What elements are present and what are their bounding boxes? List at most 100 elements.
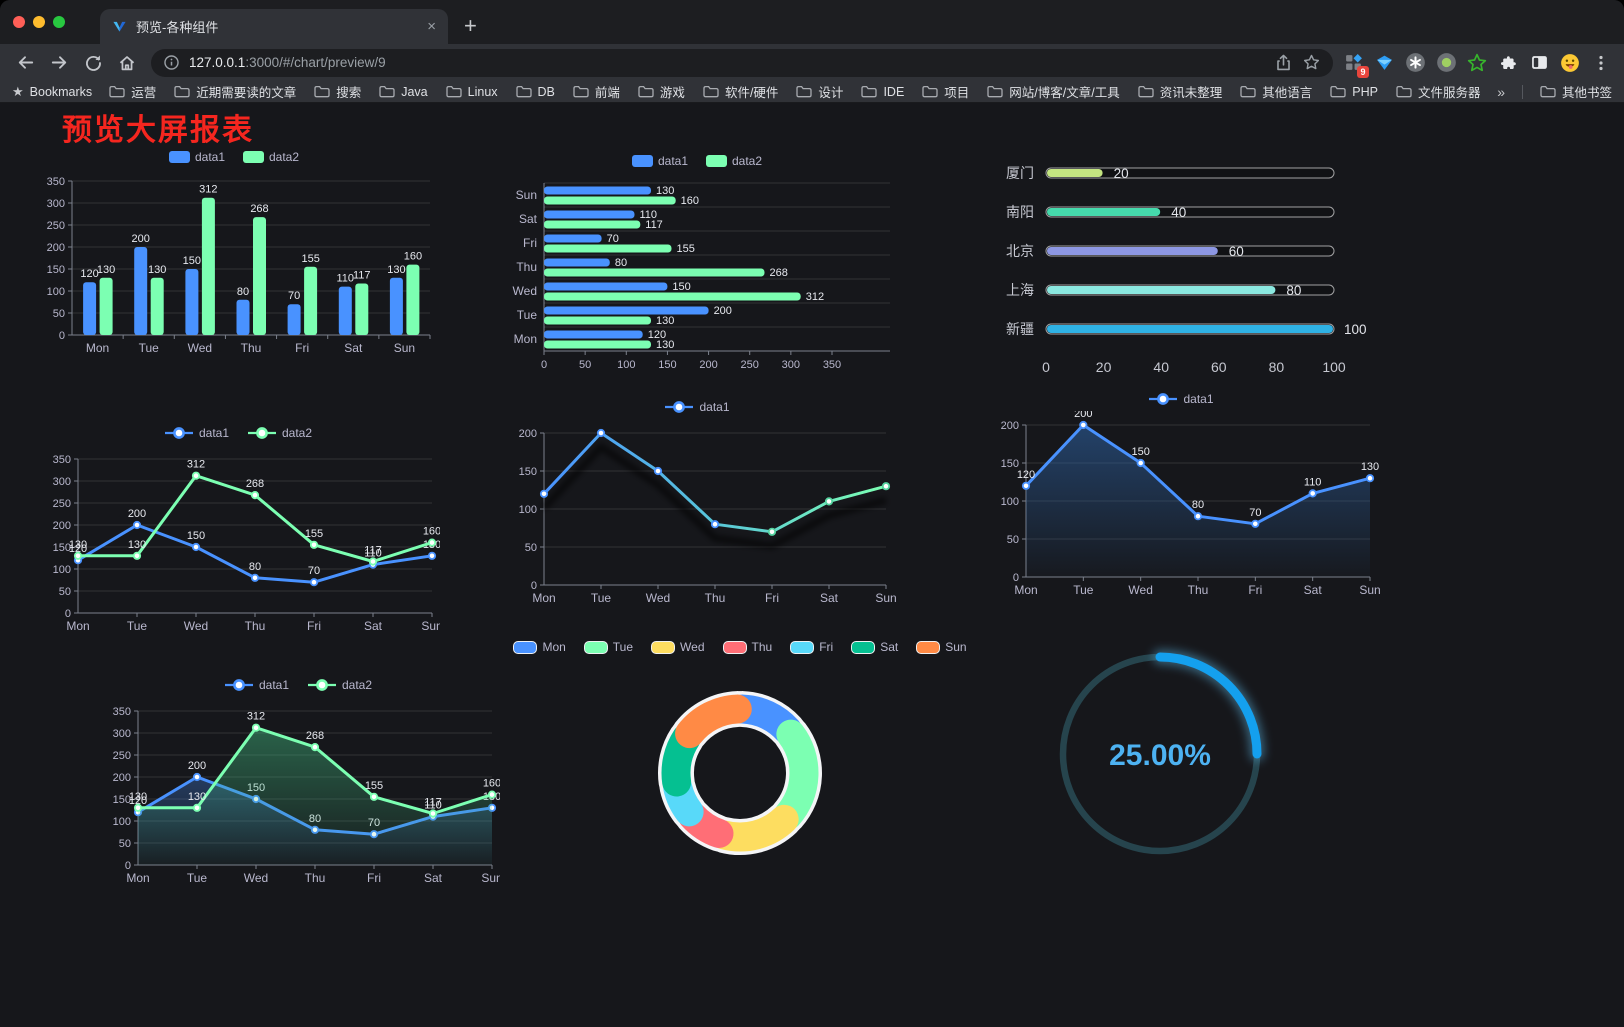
chart-text: 0: [65, 608, 71, 620]
chart-text: 厦门: [1006, 165, 1034, 181]
other-bookmarks-label: 其他书签: [1561, 86, 1612, 100]
extension-blocks-icon[interactable]: 9: [1341, 51, 1369, 78]
fullscreen-window-button[interactable]: [53, 16, 65, 28]
bookmark-folder-list: 运营 近期需要读的文章 搜索 Java Linux DB 前端 游戏 软件/硬件 设计 IDE 项目 网…: [109, 82, 1480, 101]
legend-item-data1[interactable]: data1: [1148, 392, 1214, 406]
chart-text: 60: [1211, 359, 1227, 375]
chart-text: 120: [69, 543, 87, 555]
legend-label: Tue: [612, 640, 634, 654]
chart-text: Mon: [66, 619, 89, 633]
emoji-extension-icon[interactable]: [1558, 51, 1582, 75]
chart-text: 70: [288, 290, 300, 302]
chart-text: Sat: [364, 619, 383, 633]
chart-text: Tue: [187, 871, 208, 885]
close-window-button[interactable]: [13, 16, 25, 28]
forward-button[interactable]: [43, 48, 75, 78]
legend-marker-icon: [224, 679, 253, 691]
chart-text: 40: [1171, 205, 1186, 220]
chart-text: 160: [681, 195, 699, 207]
bookmark-label: 运营: [131, 86, 157, 100]
legend-item-data1[interactable]: data1: [164, 426, 229, 440]
chart-text: Sun: [516, 188, 537, 202]
bookmark-item[interactable]: 其他语言: [1240, 82, 1312, 101]
chart-text: 0: [1042, 359, 1050, 375]
minimize-window-button[interactable]: [33, 16, 45, 28]
chart-legend: data1 data2: [164, 421, 312, 445]
legend-item-data2[interactable]: data2: [243, 150, 299, 164]
legend-item-Sat[interactable]: Sat: [851, 640, 898, 654]
extension-record-icon[interactable]: [1434, 51, 1458, 75]
bookmark-item[interactable]: 项目: [922, 82, 969, 101]
bookmark-item[interactable]: 前端: [573, 82, 620, 101]
address-bar[interactable]: 127.0.0.1:3000/#/chart/preview/9: [151, 48, 1333, 77]
legend-item-data2[interactable]: data2: [706, 154, 762, 168]
bookmark-item[interactable]: IDE: [861, 82, 904, 101]
bookmark-item[interactable]: Linux: [445, 82, 498, 101]
bookmark-star-icon[interactable]: [1302, 53, 1321, 72]
legend-item-data1[interactable]: data1: [664, 400, 730, 414]
extensions-puzzle-icon[interactable]: [1496, 51, 1520, 75]
legend-marker-icon: [308, 679, 336, 691]
bookmark-item[interactable]: 软件/硬件: [703, 82, 778, 101]
chart-text: 150: [519, 466, 537, 478]
chart-text: 110: [364, 548, 382, 560]
home-button[interactable]: [111, 48, 143, 78]
side-panel-icon[interactable]: [1527, 51, 1551, 75]
tab-close-icon[interactable]: ×: [427, 18, 436, 35]
browser-tab[interactable]: 预览-各种组件 ×: [100, 9, 448, 44]
bookmark-item[interactable]: 网站/博客/文章/工具: [987, 82, 1120, 101]
extension-gem-icon[interactable]: [1372, 51, 1396, 75]
legend-label: data2: [732, 154, 763, 168]
other-bookmarks-item[interactable]: 其他书签: [1540, 82, 1612, 101]
bookmark-item[interactable]: 搜索: [314, 82, 361, 101]
legend-item-Wed[interactable]: Wed: [651, 640, 705, 654]
bookmark-item[interactable]: 运营: [109, 82, 156, 101]
legend-marker-icon: [1149, 393, 1178, 405]
chart-text: 130: [188, 791, 206, 803]
bookmark-item[interactable]: 游戏: [638, 82, 685, 101]
back-button[interactable]: [9, 48, 41, 78]
legend-item-data1[interactable]: data1: [224, 678, 289, 692]
chart-text: 200: [113, 772, 131, 784]
bookmarks-overflow-button[interactable]: »: [1497, 83, 1505, 100]
legend-item-data1[interactable]: data1: [631, 154, 688, 168]
legend-label: data2: [269, 150, 300, 164]
legend-item-Tue[interactable]: Tue: [583, 640, 634, 654]
chart-text: 150: [113, 794, 131, 806]
bookmark-label: Java: [401, 84, 428, 99]
url-text[interactable]: 127.0.0.1:3000/#/chart/preview/9: [189, 55, 1265, 70]
legend-item-data2[interactable]: data2: [307, 678, 372, 692]
bookmark-item[interactable]: 近期需要读的文章: [174, 82, 296, 101]
bookmark-item[interactable]: 设计: [796, 82, 843, 101]
reload-button[interactable]: [77, 48, 109, 78]
bookmarks-manager-item[interactable]: ★ Bookmarks: [12, 84, 92, 100]
legend-item-Mon[interactable]: Mon: [513, 640, 566, 654]
new-tab-button[interactable]: +: [464, 13, 477, 38]
site-info-icon[interactable]: [163, 54, 180, 71]
share-icon[interactable]: [1274, 53, 1293, 72]
chart-text: 25.00%: [1109, 739, 1211, 772]
chart-text: 100: [1322, 359, 1346, 375]
browser-menu-icon[interactable]: [1589, 51, 1613, 75]
legend-item-Fri[interactable]: Fri: [790, 640, 833, 654]
chart-text: 150: [47, 264, 65, 276]
chart-text: Wed: [184, 619, 208, 633]
legend-item-data1[interactable]: data1: [168, 150, 225, 164]
legend-item-Thu[interactable]: Thu: [722, 640, 772, 654]
bookmark-item[interactable]: 文件服务器: [1396, 82, 1480, 101]
bookmark-item[interactable]: 资讯未整理: [1138, 82, 1222, 101]
chart-text: Sun: [875, 591, 896, 605]
legend-item-Sun[interactable]: Sun: [916, 640, 967, 654]
extension-green-star-icon[interactable]: [1465, 51, 1489, 75]
chart-text: Thu: [305, 871, 326, 885]
bookmark-item[interactable]: Java: [379, 82, 428, 101]
extension-asterisk-icon[interactable]: [1403, 51, 1427, 75]
bookmark-item[interactable]: PHP: [1330, 82, 1378, 101]
tab-title: 预览-各种组件: [136, 20, 219, 35]
chart-text: Thu: [705, 591, 726, 605]
chart-progress-bars: 厦门 20 南阳 40 北京 60 上海 80 新疆 100 0 20 40 60 80 100: [982, 153, 1377, 393]
legend-item-data2[interactable]: data2: [247, 426, 312, 440]
bookmark-item[interactable]: DB: [515, 82, 555, 101]
chart-text: 100: [113, 816, 131, 828]
legend-marker-icon: [164, 427, 193, 439]
